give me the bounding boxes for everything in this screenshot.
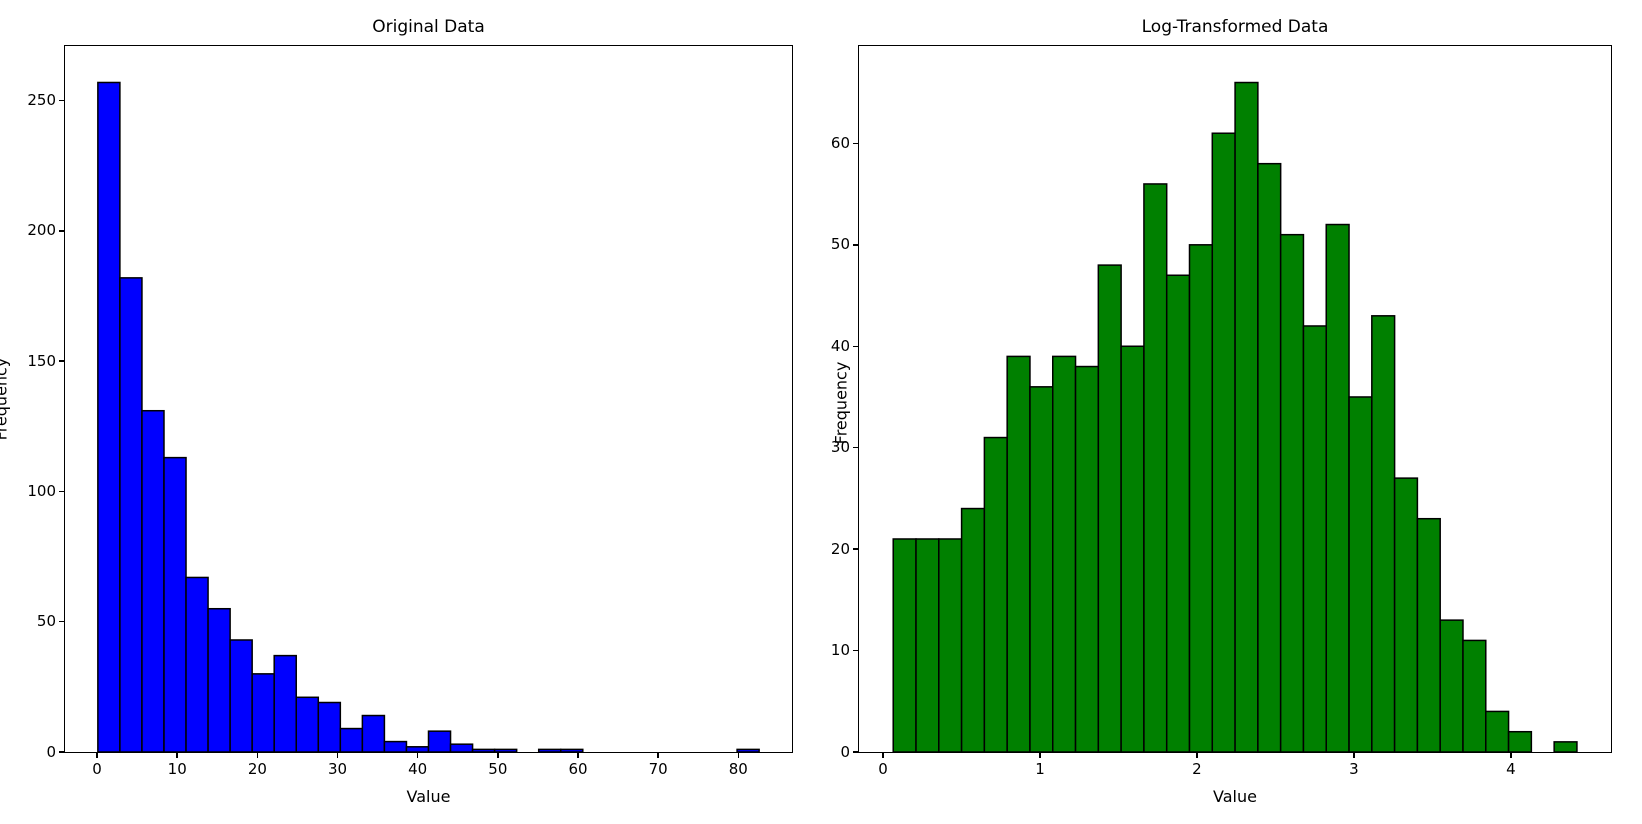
y-tick-label: 200 (27, 221, 56, 240)
histogram-bar (471, 748, 496, 752)
x-tick-label: 3 (1349, 760, 1359, 778)
histogram-bar (119, 277, 143, 752)
x-tick-label: 70 (648, 760, 668, 778)
histogram-bar (1211, 132, 1236, 752)
right-chart-title: Log-Transformed Data (1141, 17, 1329, 37)
x-tick-label: 0 (878, 760, 888, 778)
histogram-bar (1006, 355, 1031, 752)
y-tick-label: 250 (27, 91, 56, 110)
left-y-axis-label: Frequency (0, 357, 11, 441)
histogram-bar (1279, 233, 1305, 752)
histogram-bar (915, 538, 940, 752)
left-x-axis-label: Value (406, 787, 451, 806)
histogram-bar (1416, 517, 1441, 752)
histogram-bar (185, 576, 209, 752)
histogram-bar (295, 696, 320, 752)
histogram-bar (1188, 244, 1214, 752)
x-tick-label: 1 (1035, 760, 1045, 778)
histogram-bar (1507, 730, 1533, 752)
x-tick-label: 0 (92, 760, 102, 778)
histogram-bar (1165, 274, 1191, 752)
histogram-bar (1371, 315, 1396, 752)
x-tick-label: 50 (488, 760, 508, 778)
histogram-bar (1052, 355, 1077, 752)
x-tick-label: 20 (247, 760, 267, 778)
x-tick-label: 2 (1192, 760, 1202, 778)
histogram-bar (1143, 183, 1168, 752)
histogram-bar (163, 456, 187, 752)
histogram-bar (273, 654, 297, 752)
left-histogram-bars (97, 81, 760, 752)
histogram-bar (1325, 223, 1350, 752)
histogram-bar (1257, 162, 1282, 752)
histogram-bar (1348, 396, 1373, 752)
histogram-bar (361, 714, 386, 752)
histogram-bar (938, 538, 963, 752)
histogram-bar (383, 740, 408, 752)
histogram-bar (537, 748, 562, 752)
histogram-bar (251, 673, 275, 752)
x-tick-label: 10 (167, 760, 187, 778)
histogram-bar (1485, 710, 1510, 752)
histogram-bar (1029, 386, 1054, 752)
right-y-axis-label: Frequency (831, 361, 851, 445)
histogram-bar (339, 727, 364, 752)
histogram-bar (736, 748, 760, 752)
right-x-axis-label: Value (1213, 787, 1257, 806)
histogram-bar (141, 409, 165, 752)
histogram-bar (892, 538, 917, 752)
x-tick-label: 40 (408, 760, 428, 778)
y-tick-label: 0 (46, 742, 56, 761)
left-chart-title: Original Data (372, 17, 485, 37)
x-tick-label: 30 (327, 760, 348, 778)
x-tick-label: 4 (1506, 760, 1516, 778)
histogram-bar (983, 436, 1008, 752)
left-plot-area (64, 45, 793, 753)
x-tick-label: 60 (568, 760, 588, 778)
x-tick-label: 80 (728, 760, 748, 778)
histogram-bar (1120, 345, 1145, 752)
histogram-bar (1074, 365, 1100, 752)
histogram-bar (427, 730, 452, 752)
histogram-bar (560, 748, 584, 752)
histogram-bar (1439, 619, 1464, 752)
y-tick-label: 50 (36, 612, 56, 631)
histogram-bar (960, 507, 986, 752)
right-histogram-bars (892, 81, 1578, 752)
histogram-bar (405, 746, 430, 752)
histogram-bar (1097, 264, 1122, 752)
histogram-bar (1302, 325, 1327, 752)
histogram-bar (1553, 741, 1578, 752)
y-tick-label: 100 (27, 481, 56, 500)
histogram-bar (317, 701, 342, 752)
histogram-bar (1393, 477, 1419, 752)
histogram-bar (97, 81, 121, 752)
histogram-bar (207, 607, 231, 752)
histogram-bar (1462, 639, 1487, 752)
histogram-bar (493, 748, 518, 752)
histogram-bar (1234, 81, 1259, 752)
histogram-bar (449, 743, 474, 752)
histogram-bar (229, 639, 253, 752)
right-plot-area (858, 45, 1612, 753)
